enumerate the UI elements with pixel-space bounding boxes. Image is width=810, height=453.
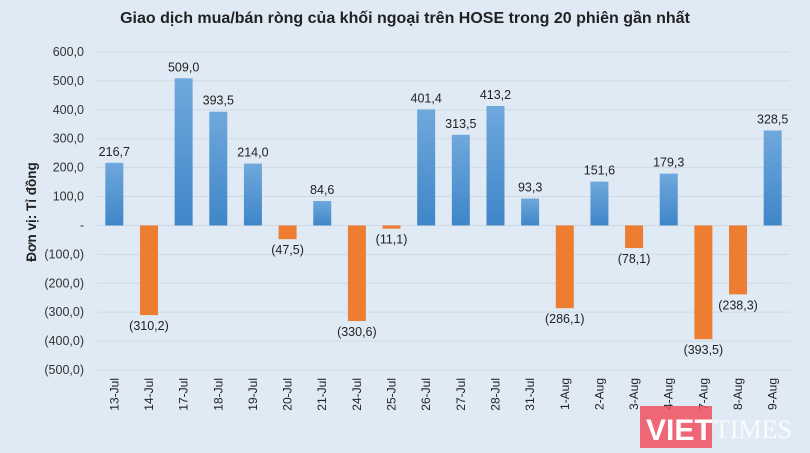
bar [243,163,262,226]
bar [694,225,713,340]
data-label: 93,3 [518,180,542,194]
bar [174,78,193,226]
x-tick-label: 20-Jul [281,378,295,411]
svg-text:VIET: VIET [646,414,713,447]
data-label: 509,0 [168,60,199,74]
data-label: 328,5 [757,112,788,126]
data-label: 313,5 [445,117,476,131]
y-tick-label: (300,0) [44,305,84,319]
y-axis-label: Đơn vị: Tỉ đồng [24,162,39,262]
bar [521,198,540,226]
data-label: (47,5) [271,243,304,257]
x-tick-label: 24-Jul [350,378,364,411]
x-tick-label: 31-Jul [523,378,537,411]
y-tick-label: 200,0 [53,161,84,175]
data-label: 393,5 [203,94,234,108]
x-tick-label: 1-Aug [558,378,572,410]
data-label: 401,4 [411,91,442,105]
data-label: 179,3 [653,156,684,170]
x-tick-label: 8-Aug [731,378,745,410]
bar [278,225,297,240]
y-tick-label: 300,0 [53,132,84,146]
bar [659,173,678,226]
x-tick-label: 19-Jul [246,378,260,411]
y-tick-label: - [80,218,84,232]
data-label: (11,1) [376,233,408,247]
bar [347,225,366,322]
data-label: 151,6 [584,164,615,178]
bar [417,109,436,226]
y-tick-label: (100,0) [44,247,84,261]
bar [763,130,782,226]
svg-text:TIMES: TIMES [714,415,792,444]
x-tick-label: 21-Jul [315,378,329,411]
bar [729,225,748,295]
x-tick-label: 14-Jul [142,378,156,411]
bar [313,200,332,226]
bar [209,111,228,226]
data-label: 214,0 [237,146,268,160]
bar [382,225,401,229]
bar [555,225,574,309]
y-tick-label: 100,0 [53,190,84,204]
x-tick-label: 28-Jul [488,378,502,411]
data-label: (78,1) [618,252,651,266]
x-tick-label: 17-Jul [177,378,191,411]
data-label: (330,6) [337,325,377,339]
x-tick-label: 9-Aug [766,378,780,410]
y-tick-label: 500,0 [53,74,84,88]
data-label: 84,6 [310,183,334,197]
bar [139,225,158,316]
bar [105,162,124,226]
y-tick-label: 400,0 [53,103,84,117]
x-tick-label: 25-Jul [385,378,399,411]
bar [590,181,609,226]
data-label: (286,1) [545,312,585,326]
data-label: (393,5) [684,343,724,357]
data-label: (310,2) [129,319,169,333]
bar [486,106,505,226]
x-tick-label: 7-Aug [696,378,710,410]
x-tick-label: 27-Jul [454,378,468,411]
x-tick-label: 26-Jul [419,378,433,411]
bar [451,134,470,226]
x-tick-label: 13-Jul [107,378,121,411]
x-tick-label: 18-Jul [211,378,225,411]
y-tick-label: (400,0) [44,334,84,348]
bar [625,225,644,249]
viettimes-logo: VIET TIMES [640,406,792,448]
x-tick-label: 3-Aug [627,378,641,410]
chart-title: Giao dịch mua/bán ròng của khối ngoại tr… [120,10,690,27]
y-tick-label: 600,0 [53,45,84,59]
x-tick-label: 2-Aug [592,378,606,410]
data-label: (238,3) [718,298,758,312]
y-tick-label: (200,0) [44,276,84,290]
x-tick-label: 4-Aug [662,378,676,410]
data-label: 413,2 [480,88,511,102]
data-label: 216,7 [99,145,130,159]
y-tick-label: (500,0) [44,363,84,377]
